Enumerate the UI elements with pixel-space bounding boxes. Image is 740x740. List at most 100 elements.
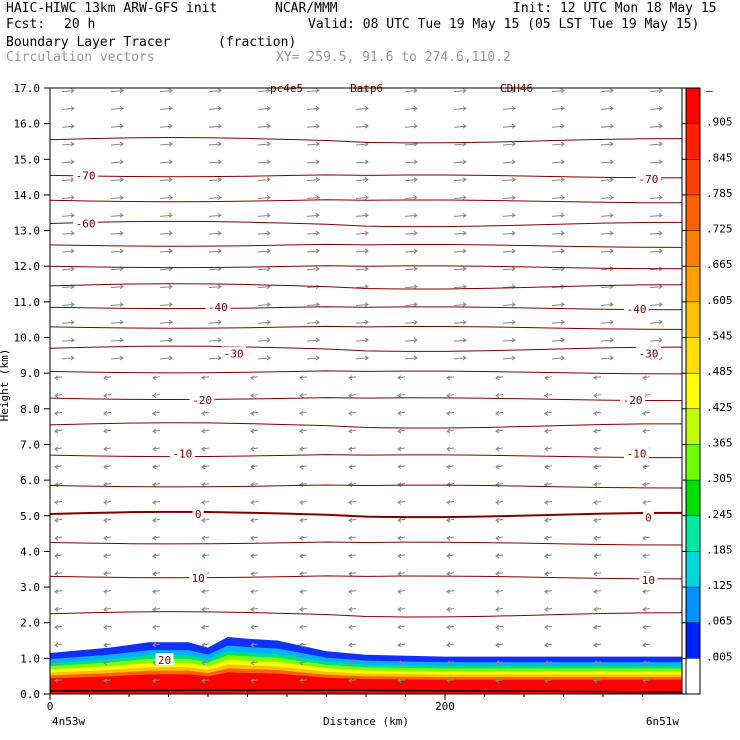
vector-arrow	[201, 661, 210, 664]
y-tick-label: 11.0	[14, 296, 41, 309]
vector-arrow	[103, 518, 112, 521]
vector-arrow	[495, 572, 504, 575]
vector-arrowhead	[560, 212, 565, 218]
vector-arrow	[257, 179, 271, 182]
vector-arrow	[257, 161, 271, 164]
vector-arrowhead	[462, 266, 467, 272]
vector-arrow	[404, 197, 418, 200]
vector-arrow	[642, 483, 651, 486]
vector-arrow	[551, 268, 565, 271]
isotherm	[50, 199, 682, 204]
vector-arrowhead	[103, 660, 108, 666]
vector-arrow	[54, 376, 63, 379]
vector-arrow	[201, 679, 210, 682]
vector-arrowhead	[446, 375, 451, 381]
vector-arrowhead	[593, 517, 598, 523]
vector-arrowhead	[152, 500, 157, 505]
vector-arrowhead	[119, 141, 124, 147]
vector-arrow	[495, 661, 504, 664]
contour-label: -40	[627, 303, 647, 316]
vector-arrowhead	[642, 375, 647, 381]
vector-arrow	[453, 321, 467, 324]
vector-arrowhead	[103, 607, 108, 612]
vector-arrow	[404, 286, 418, 289]
vector-arrow	[250, 483, 259, 486]
vector-arrow	[355, 90, 369, 93]
vector-arrowhead	[413, 319, 418, 325]
vector-arrowhead	[299, 464, 304, 470]
vector-arrow	[61, 143, 75, 146]
vector-arrow	[446, 607, 455, 610]
vector-arrow	[495, 483, 504, 486]
vector-arrow	[54, 536, 63, 539]
vector-arrow	[208, 90, 222, 93]
vector-arrow	[649, 321, 663, 324]
vector-arrowhead	[201, 375, 206, 381]
vector-arrowhead	[593, 678, 598, 684]
vector-arrow	[257, 321, 271, 324]
contour-label-bg	[189, 571, 208, 584]
vector-arrowhead	[658, 230, 663, 236]
vector-arrowhead	[609, 302, 614, 307]
vector-arrow	[404, 161, 418, 164]
vector-arrow	[495, 447, 504, 450]
vector-arrowhead	[103, 624, 108, 630]
vector-arrow	[600, 232, 614, 235]
vector-arrowhead	[217, 355, 222, 361]
colorbar-label: .125	[706, 579, 733, 592]
vector-arrowhead	[511, 355, 516, 361]
vector-arrowhead	[54, 553, 59, 559]
vector-arrowhead	[103, 553, 108, 559]
vector-arrow	[649, 90, 663, 93]
vector-arrow	[404, 250, 418, 253]
init-time: Init: 12 UTC Mon 18 May 15	[513, 1, 717, 16]
vector-arrowhead	[168, 337, 173, 343]
vector-arrow	[446, 483, 455, 486]
vector-arrowhead	[152, 482, 157, 488]
vector-arrow	[593, 501, 602, 504]
forecast-label: Fcst:	[6, 17, 46, 32]
vector-arrowhead	[544, 482, 549, 488]
vector-arrow	[159, 232, 173, 235]
colorbar-label: .845	[706, 151, 733, 164]
colorbar-swatch	[686, 622, 700, 659]
vector-arrowhead	[299, 500, 304, 505]
vector-arrow	[642, 643, 651, 646]
vector-arrowhead	[413, 105, 418, 111]
vector-arrow	[446, 554, 455, 557]
vector-arrowhead	[103, 410, 108, 416]
vector-arrow	[502, 339, 516, 342]
vector-arrow	[103, 536, 112, 539]
vector-arrowhead	[364, 266, 369, 272]
vector-arrow	[299, 429, 308, 432]
vector-arrow	[495, 625, 504, 628]
isotherm	[50, 243, 682, 248]
vector-arrow	[600, 90, 614, 93]
vector-arrowhead	[511, 88, 516, 93]
vector-arrowhead	[250, 678, 255, 684]
vector-arrow	[306, 214, 320, 217]
vector-arrowhead	[315, 195, 320, 200]
vector-arrow	[649, 214, 663, 217]
vector-arrow	[159, 179, 173, 182]
vector-arrowhead	[462, 195, 467, 200]
contour-label: -40	[208, 301, 228, 314]
vector-arrowhead	[544, 571, 549, 577]
contour-label-bg	[642, 510, 654, 523]
vector-arrow	[446, 465, 455, 468]
vector-arrow	[642, 376, 651, 379]
contour-label-bg	[624, 446, 650, 459]
vector-arrowhead	[642, 428, 647, 434]
vector-arrow	[110, 214, 124, 217]
vector-arrow	[453, 250, 467, 253]
vector-arrow	[355, 303, 369, 306]
vector-arrow	[551, 197, 565, 200]
vector-arrow	[544, 447, 553, 450]
vector-arrow	[61, 179, 75, 182]
vector-arrowhead	[462, 177, 467, 183]
vector-arrow	[495, 590, 504, 593]
vector-arrowhead	[495, 428, 500, 434]
vector-arrowhead	[544, 607, 549, 612]
vector-arrow	[201, 376, 210, 379]
vector-arrow	[355, 286, 369, 289]
